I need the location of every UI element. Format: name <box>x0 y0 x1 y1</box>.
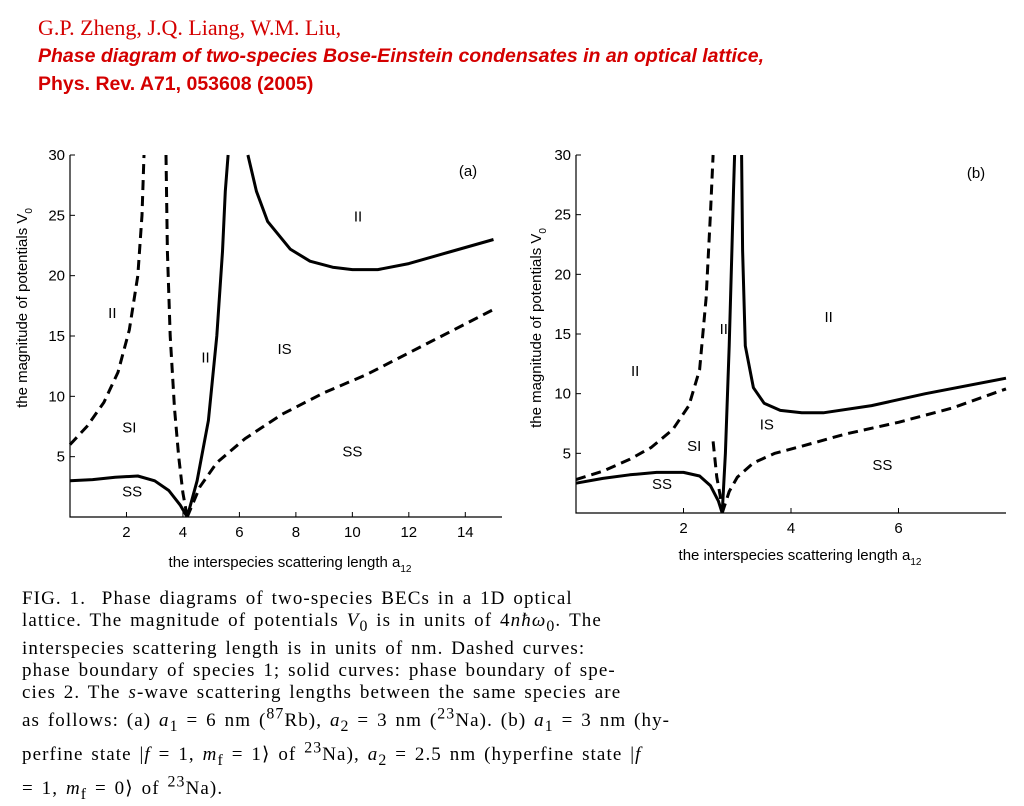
species-1-boundary-a <box>68 154 146 446</box>
x-axis-label-a: the interspecies scattering length a12 <box>169 554 412 575</box>
x-tick-label-a: 2 <box>122 524 130 541</box>
caption-line-2: lattice. The magnitude of potentials V0 … <box>22 610 602 635</box>
species-2-boundary-b <box>740 154 1007 415</box>
phase-region-label-b: II <box>720 321 728 338</box>
y-tick-label-a: 5 <box>57 449 65 466</box>
caption-line-5: cies 2. The s-wave scattering lengths be… <box>22 681 622 703</box>
y-tick-label-b: 25 <box>554 207 571 224</box>
y-tick-label-a: 25 <box>48 207 65 224</box>
phase-region-label-a: SS <box>342 444 362 461</box>
y-tick-label-b: 15 <box>554 326 571 343</box>
species-2-boundary-a <box>69 474 189 518</box>
x-tick-label-a: 6 <box>235 524 243 541</box>
x-tick-label-b: 6 <box>894 520 902 537</box>
y-axis-label-b: the magnitude of potentials V0 <box>528 228 549 428</box>
phase-region-label-a: II <box>201 350 209 367</box>
phase-diagram-b: the magnitude of potentials V0 the inter… <box>528 147 1007 568</box>
journal-reference: Phys. Rev. A71, 053608 (2005) <box>38 73 314 95</box>
x-tick-label-a: 10 <box>344 524 361 541</box>
y-tick-label-a: 15 <box>48 328 65 345</box>
phase-region-label-b: II <box>824 309 832 326</box>
x-tick-label-a: 14 <box>457 524 474 541</box>
caption-line-4: phase boundary of species 1; solid curve… <box>22 659 616 681</box>
species-1-boundary-a <box>185 308 495 518</box>
axes-frame-a <box>69 155 502 518</box>
species-2-boundary-a <box>246 154 494 272</box>
phase-region-label-a: II <box>354 208 362 225</box>
x-tick-label-a: 4 <box>179 524 187 541</box>
panel-label-a: (a) <box>459 163 477 180</box>
phase-region-label-b: II <box>631 363 639 380</box>
species-1-boundary-b <box>711 441 724 514</box>
figure-caption: FIG. 1. Phase diagrams of two-species BE… <box>22 588 1007 806</box>
panel-label-b: (b) <box>967 165 985 182</box>
paper-authors: G.P. Zheng, J.Q. Liang, W.M. Liu, <box>38 15 342 40</box>
species-1-boundary-b <box>720 387 1007 514</box>
y-axis-label-text-a: the magnitude of potentials V0 <box>14 208 35 408</box>
phase-region-label-a: IS <box>277 341 291 358</box>
caption-line-6: as follows: (a) a1 = 6 nm (87Rb), a2 = 3… <box>22 705 671 735</box>
y-axis-label-text-b: the magnitude of potentials V0 <box>528 228 549 428</box>
x-tick-label-a: 8 <box>292 524 300 541</box>
phase-region-label-a: SI <box>122 420 136 437</box>
x-tick-label-b: 4 <box>787 520 795 537</box>
phase-region-label-b: IS <box>760 416 774 433</box>
caption-line-7: perfine state |f = 1, mf = 1⟩ of 23Na), … <box>22 739 642 770</box>
x-axis-label-b: the interspecies scattering length a12 <box>679 547 922 568</box>
caption-line-8: = 1, mf = 0⟩ of 23Na). <box>22 774 224 804</box>
x-tick-label-b: 2 <box>679 520 687 537</box>
y-tick-label-a: 20 <box>48 268 65 285</box>
y-tick-label-a: 10 <box>48 388 65 405</box>
y-tick-label-b: 20 <box>554 266 571 283</box>
phase-region-label-b: SS <box>652 476 672 493</box>
species-1-boundary-b <box>575 154 715 482</box>
y-tick-label-b: 5 <box>563 445 571 462</box>
paper-title: Phase diagram of two-species Bose-Einste… <box>38 45 765 67</box>
species-1-boundary-a <box>164 154 189 518</box>
slide-header: G.P. Zheng, J.Q. Liang, W.M. Liu, Phase … <box>38 14 764 98</box>
x-tick-label-a: 12 <box>400 524 417 541</box>
caption-fig-label: FIG. 1. <box>22 588 87 609</box>
phase-region-label-b: SI <box>687 438 701 455</box>
y-tick-label-b: 10 <box>554 386 571 403</box>
y-axis-label-a: the magnitude of potentials V0 <box>14 208 35 408</box>
axes-frame-b <box>575 155 1006 514</box>
y-tick-label-b: 30 <box>554 147 571 164</box>
phase-diagram-a: the magnitude of potentials V0 the inter… <box>14 147 502 575</box>
species-2-boundary-b <box>575 470 724 514</box>
species-2-boundary-a <box>185 154 230 518</box>
caption-line-1: Phase diagrams of two-species BECs in a … <box>101 588 573 609</box>
phase-region-label-a: SS <box>122 483 142 500</box>
phase-region-label-a: II <box>108 305 116 322</box>
y-tick-label-a: 30 <box>48 147 65 164</box>
caption-line-3: interspecies scattering length is in uni… <box>22 637 586 659</box>
species-2-boundary-b <box>720 154 737 514</box>
phase-region-label-b: SS <box>872 457 892 474</box>
